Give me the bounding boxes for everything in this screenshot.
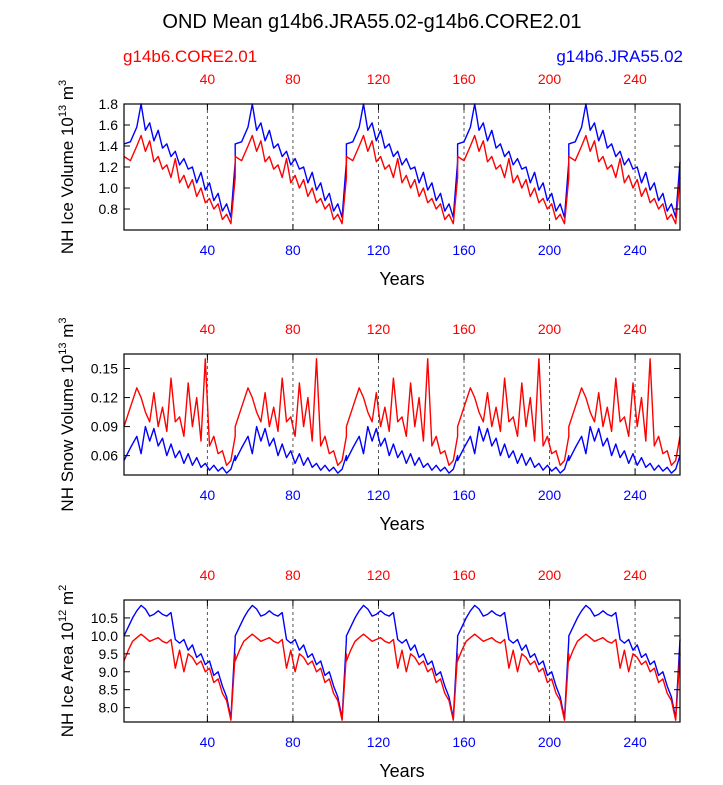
series-jra-line [123, 425, 681, 474]
top-tick-label: 240 [623, 321, 647, 337]
y-tick-label: 10.5 [91, 610, 118, 626]
y-axis-label: NH Ice Area 1012 m2 [57, 585, 77, 738]
plot-frame [123, 353, 681, 476]
y-tick-label: 0.8 [99, 201, 119, 217]
y-label-superscript: 13 [57, 105, 69, 117]
top-tick-label: 160 [452, 567, 476, 583]
y-tick-label: 1.4 [99, 138, 119, 154]
y-label-text: m [58, 324, 77, 343]
top-tick-label: 200 [538, 71, 562, 87]
panel-ice-volume: 0.8 1.0 1.2 1.4 1.6 1.8 40 40 80 80 120 120 160 160 20… [57, 71, 681, 289]
top-tick-label: 40 [200, 71, 216, 87]
y-tick-label: 8.5 [99, 682, 119, 698]
top-tick-label: 160 [452, 321, 476, 337]
bottom-tick-label: 200 [538, 487, 562, 503]
top-tick-label: 120 [367, 567, 391, 583]
bottom-tick-label: 40 [200, 487, 216, 503]
y-tick-label: 0.06 [91, 448, 118, 464]
y-tick-label: 8.0 [99, 700, 119, 716]
bottom-tick-label: 160 [452, 487, 476, 503]
bottom-tick-label: 120 [367, 734, 391, 750]
bottom-tick-label: 160 [452, 242, 476, 258]
bottom-tick-label: 160 [452, 734, 476, 750]
y-tick-label: 1.8 [99, 96, 119, 112]
top-tick-label: 120 [367, 321, 391, 337]
bottom-tick-label: 80 [285, 487, 301, 503]
y-tick-label: 9.5 [99, 646, 119, 662]
series-core-line [123, 134, 681, 225]
plot-frame [123, 599, 681, 723]
top-tick-label: 160 [452, 71, 476, 87]
y-label-text: NH Snow Volume 10 [58, 355, 77, 512]
y-label-superscript: 3 [57, 317, 69, 323]
panel-ice-area: 8.0 8.5 9.0 9.5 10.0 10.5 40 40 80 80 120 120 160 160… [57, 567, 681, 781]
bottom-tick-label: 200 [538, 734, 562, 750]
y-axis-label: NH Ice Volume 1013 m3 [57, 80, 77, 254]
bottom-tick-label: 80 [285, 242, 301, 258]
series-core-line [123, 358, 681, 466]
y-label-text: m [58, 591, 77, 610]
top-tick-label: 240 [623, 71, 647, 87]
legend-jra-label: g14b6.JRA55.02 [556, 47, 683, 66]
top-tick-label: 80 [285, 567, 301, 583]
y-tick-label: 0.09 [91, 419, 118, 435]
bottom-tick-label: 240 [623, 487, 647, 503]
y-label-superscript: 3 [57, 80, 69, 86]
panel-snow-volume: 0.06 0.09 0.12 0.15 40 40 80 80 120 120 160 160 200 2… [57, 317, 681, 534]
y-label-text: NH Ice Area 10 [58, 622, 77, 737]
top-tick-label: 200 [538, 321, 562, 337]
y-label-superscript: 2 [57, 585, 69, 591]
y-tick-label: 1.6 [99, 117, 119, 133]
top-tick-label: 80 [285, 321, 301, 337]
bottom-tick-label: 40 [200, 734, 216, 750]
legend-core-label: g14b6.CORE2.01 [123, 47, 257, 66]
series-core-line [123, 633, 681, 721]
top-tick-label: 40 [200, 321, 216, 337]
bottom-tick-label: 120 [367, 242, 391, 258]
top-tick-label: 240 [623, 567, 647, 583]
series-jra-line [123, 604, 681, 720]
series-jra-line [123, 103, 681, 219]
y-label-superscript: 12 [57, 610, 69, 622]
bottom-tick-label: 80 [285, 734, 301, 750]
y-label-text: m [58, 86, 77, 105]
chart-title: OND Mean g14b6.JRA55.02-g14b6.CORE2.01 [162, 11, 581, 33]
x-axis-label: Years [379, 761, 424, 781]
y-tick-label: 1.2 [99, 159, 119, 175]
y-label-text: NH Ice Volume 10 [58, 117, 77, 254]
panels: 0.81.01.21.41.61.84040808012012016016020… [57, 71, 681, 781]
y-label-superscript: 13 [57, 342, 69, 354]
top-tick-label: 120 [367, 71, 391, 87]
y-tick-label: 9.0 [99, 664, 119, 680]
y-tick-label: 0.15 [91, 361, 118, 377]
y-tick-label: 10.0 [91, 628, 118, 644]
y-tick-label: 1.0 [99, 180, 119, 196]
top-tick-label: 40 [200, 567, 216, 583]
x-axis-label: Years [379, 514, 424, 534]
bottom-tick-label: 240 [623, 734, 647, 750]
bottom-tick-label: 40 [200, 242, 216, 258]
bottom-tick-label: 200 [538, 242, 562, 258]
top-tick-label: 80 [285, 71, 301, 87]
top-tick-label: 200 [538, 567, 562, 583]
y-tick-label: 0.12 [91, 390, 118, 406]
x-axis-label: Years [379, 269, 424, 289]
y-axis-label: NH Snow Volume 1013 m3 [57, 317, 77, 511]
bottom-tick-label: 120 [367, 487, 391, 503]
bottom-tick-label: 240 [623, 242, 647, 258]
